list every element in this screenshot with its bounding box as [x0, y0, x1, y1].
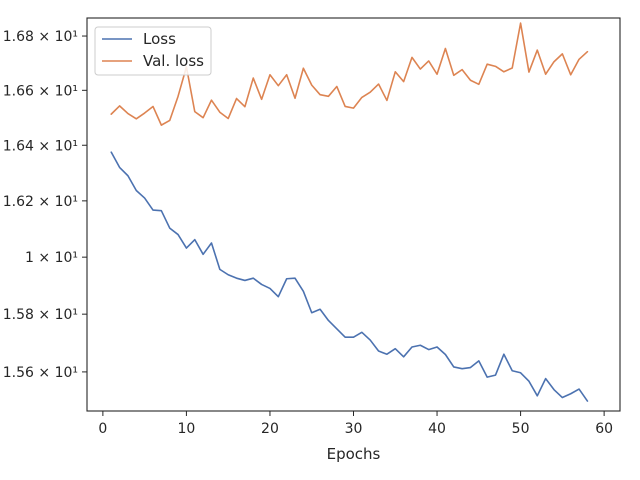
x-tick-label: 50 [512, 421, 530, 437]
y-tick-label: 1.58 × 10¹ [3, 307, 78, 323]
y-tick-label: 1.62 × 10¹ [3, 194, 78, 210]
y-tick-label: 1.64 × 10¹ [3, 138, 78, 154]
legend-label-val-loss: Val. loss [143, 52, 204, 70]
x-tick-label: 60 [595, 421, 613, 437]
y-axis: 1.56 × 10¹ 1.58 × 10¹ 1 × 10¹ 1.62 × 10¹ 1.6… [3, 29, 87, 381]
legend: Loss Val. loss [94, 26, 212, 76]
series-line-val-loss [110, 22, 589, 126]
y-tick-label: 1 × 10¹ [25, 250, 78, 266]
y-tick-label: 1.68 × 10¹ [3, 29, 78, 45]
y-tick-label: 1.66 × 10¹ [3, 83, 78, 99]
y-tick-label: 1.56 × 10¹ [3, 365, 78, 381]
x-axis-title: Epochs [327, 445, 381, 463]
x-tick-label: 0 [98, 421, 107, 437]
series-line-loss [110, 151, 589, 402]
x-tick-label: 30 [345, 421, 363, 437]
x-tick-label: 40 [428, 421, 446, 437]
x-tick-label: 20 [261, 421, 279, 437]
x-axis: 0 10 20 30 40 50 60 [98, 411, 613, 437]
x-tick-label: 10 [178, 421, 196, 437]
series-layer [110, 22, 589, 402]
legend-label-loss: Loss [143, 30, 176, 48]
